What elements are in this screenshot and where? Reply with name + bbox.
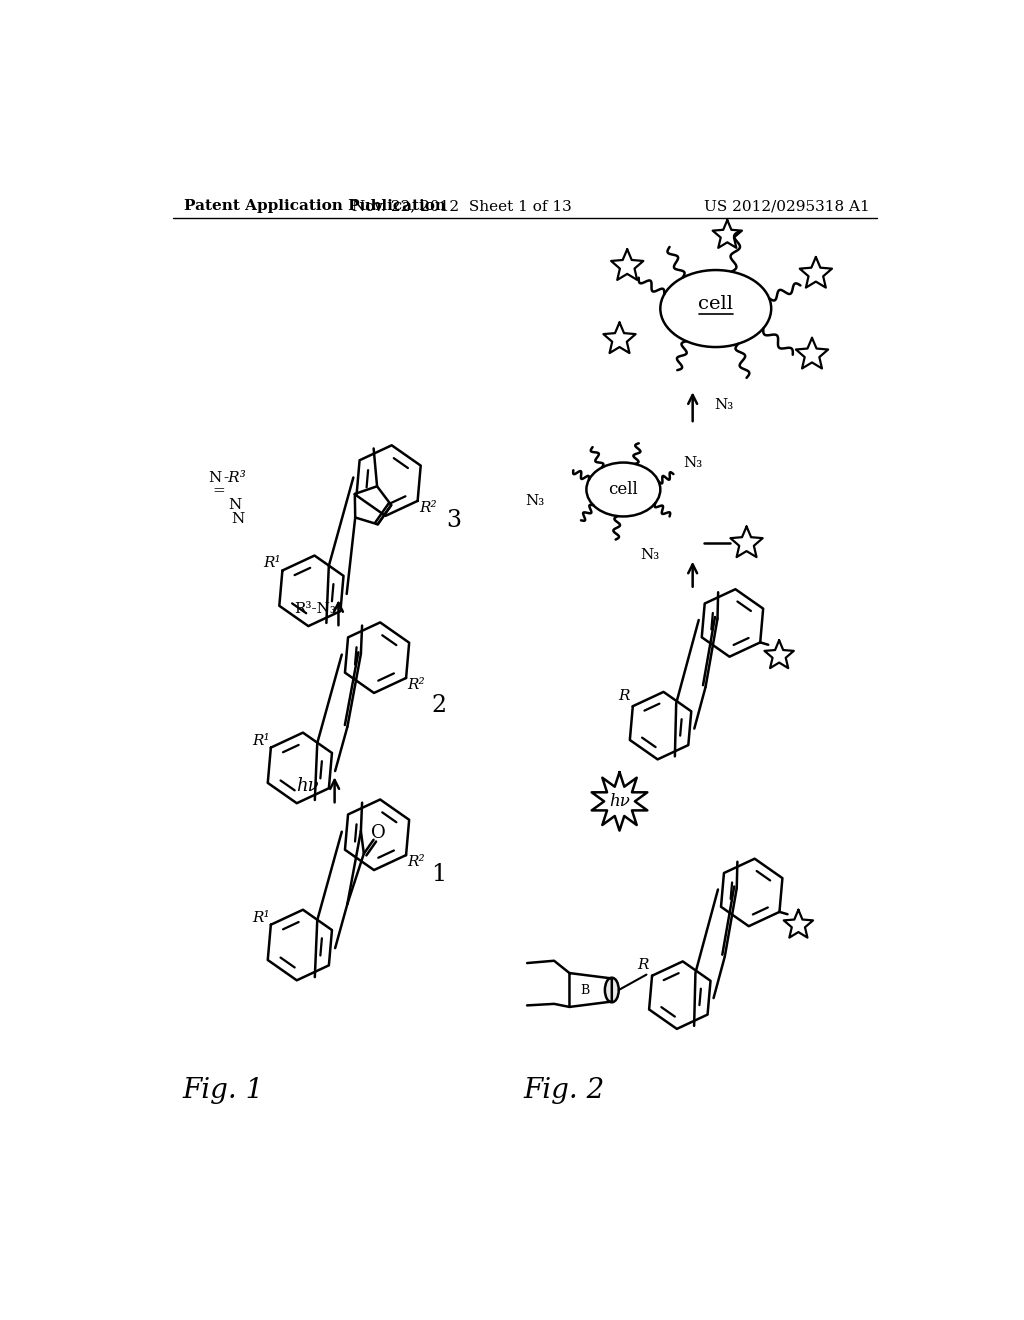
Text: Patent Application Publication: Patent Application Publication: [184, 199, 446, 213]
Text: N₃: N₃: [683, 455, 702, 470]
Text: N₃: N₃: [714, 397, 733, 412]
Text: US 2012/0295318 A1: US 2012/0295318 A1: [705, 199, 869, 213]
Text: R¹: R¹: [252, 734, 269, 747]
Text: 1: 1: [431, 863, 446, 886]
Text: R: R: [618, 689, 630, 702]
Text: Fig. 2: Fig. 2: [523, 1077, 604, 1104]
Text: R²: R²: [408, 678, 425, 692]
Text: hν: hν: [296, 777, 318, 795]
Text: =: =: [213, 484, 225, 498]
Text: R¹: R¹: [263, 557, 282, 570]
Text: cell: cell: [608, 480, 638, 498]
Text: -R³: -R³: [223, 471, 246, 484]
Text: R²: R²: [419, 502, 436, 515]
Text: Nov. 22, 2012  Sheet 1 of 13: Nov. 22, 2012 Sheet 1 of 13: [352, 199, 571, 213]
Text: cell: cell: [698, 294, 733, 313]
Text: 2: 2: [431, 693, 446, 717]
Text: N: N: [209, 471, 222, 484]
Text: Fig. 1: Fig. 1: [183, 1077, 264, 1104]
Text: N₃: N₃: [641, 548, 659, 562]
Text: 3: 3: [446, 508, 462, 532]
Text: N: N: [231, 512, 245, 525]
Text: R²: R²: [408, 855, 425, 869]
Text: B: B: [581, 983, 590, 997]
Text: R: R: [637, 958, 649, 972]
Text: hν: hν: [609, 793, 630, 810]
Text: N: N: [228, 498, 241, 512]
Ellipse shape: [605, 978, 618, 1002]
Text: R¹: R¹: [252, 911, 269, 924]
Text: N₃: N₃: [525, 494, 545, 508]
Text: O: O: [371, 825, 385, 842]
Text: R³-N₃: R³-N₃: [295, 602, 336, 616]
